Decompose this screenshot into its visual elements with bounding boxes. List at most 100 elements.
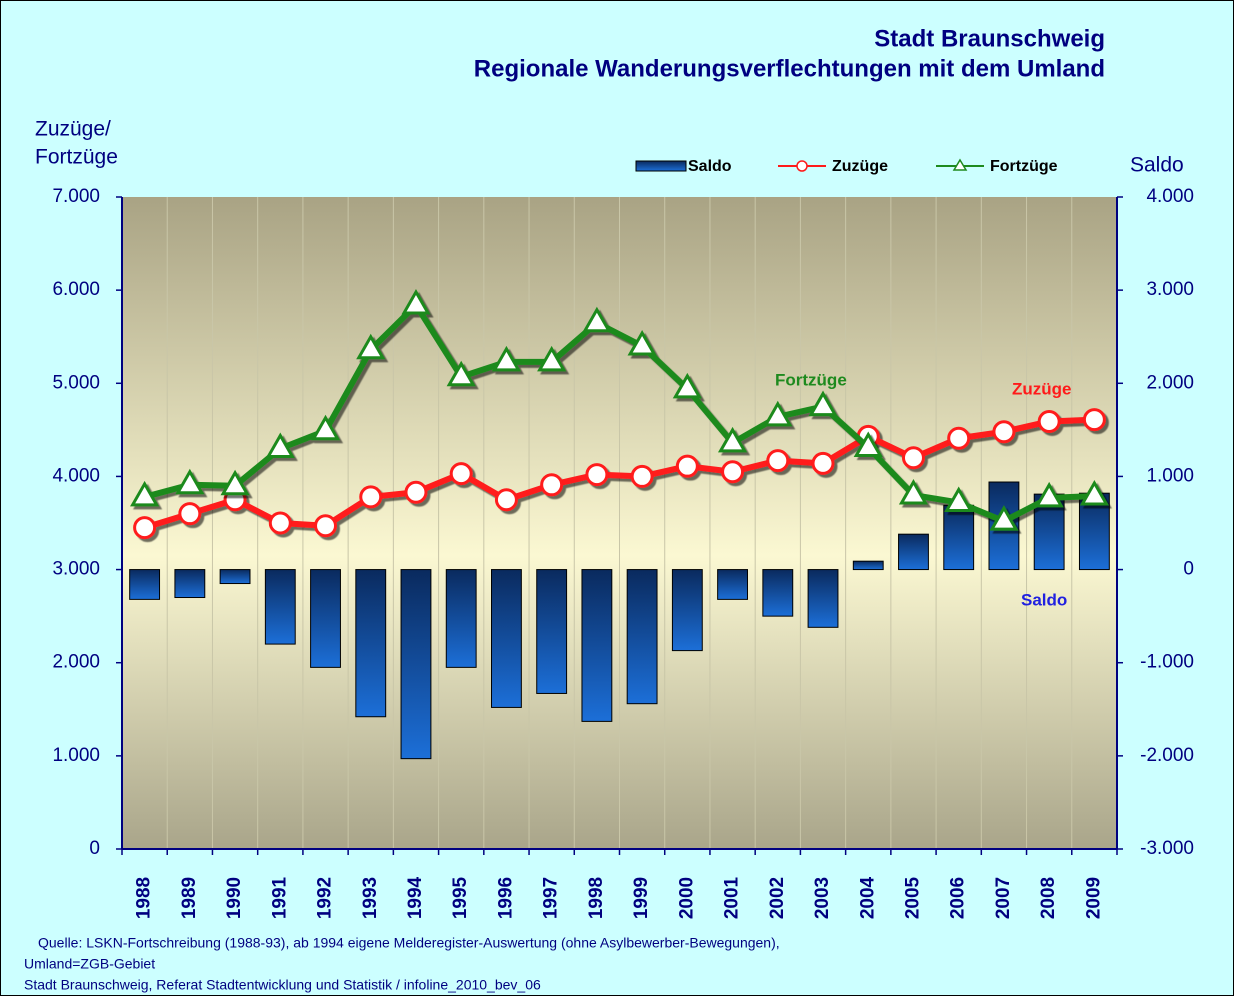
- marker: [627, 330, 657, 356]
- line: [143, 416, 1095, 531]
- bar: [626, 569, 658, 705]
- marker: [220, 469, 250, 496]
- marker: [766, 449, 790, 473]
- x-tick-label: 1995: [450, 876, 471, 919]
- legend-swatch: [635, 160, 687, 172]
- legend-label: Saldo: [688, 158, 732, 175]
- legend-marker: [952, 158, 968, 171]
- y-tick-label: 5.000: [52, 372, 100, 393]
- x-tick-label: 2003: [812, 877, 833, 919]
- marker: [1037, 409, 1061, 433]
- annotation: Fortzüge: [775, 370, 847, 389]
- x-tick-label: 2002: [767, 877, 788, 919]
- marker: [585, 463, 609, 487]
- bar: [445, 569, 477, 668]
- marker: [133, 516, 157, 540]
- bar: [807, 569, 839, 628]
- source-note: Umland=ZGB-Gebiet: [24, 956, 155, 972]
- marker: [265, 432, 295, 458]
- x-tick-label: 1990: [224, 877, 245, 919]
- x-tick-label: 1999: [631, 877, 652, 919]
- series-group: [133, 408, 1106, 540]
- y2-tick-label: 1.000: [1146, 465, 1194, 486]
- marker: [989, 505, 1019, 531]
- marker: [356, 333, 386, 360]
- y-tick-label: 0: [89, 838, 100, 859]
- bar: [671, 569, 703, 652]
- y-tick-label: 2.000: [52, 652, 100, 673]
- marker: [898, 479, 929, 505]
- marker: [672, 372, 702, 399]
- series-group: [130, 289, 1109, 531]
- marker: [449, 462, 473, 486]
- y-tick-label: 6.000: [52, 279, 100, 300]
- bar: [174, 569, 206, 599]
- bar: [355, 569, 387, 718]
- y2-tick-label: 0: [1183, 559, 1194, 580]
- legend-marker: [796, 160, 808, 172]
- y2-tick-label: -1.000: [1140, 652, 1194, 673]
- marker: [1079, 479, 1109, 506]
- x-tick-label: 2008: [1038, 877, 1059, 919]
- y-tick-label: 7.000: [52, 186, 100, 207]
- bar: [310, 569, 341, 668]
- y-axis-label: Fortzüge: [35, 146, 118, 169]
- x-tick-label: 2005: [902, 876, 923, 919]
- bar: [898, 533, 929, 571]
- x-tick-label: 2006: [948, 877, 969, 919]
- marker: [947, 426, 971, 450]
- y-tick-label: 4.000: [52, 465, 100, 486]
- bar: [852, 560, 884, 571]
- x-tick-label: 1989: [179, 877, 200, 919]
- marker: [310, 414, 341, 441]
- bar: [400, 569, 432, 760]
- marker: [763, 400, 793, 427]
- marker: [811, 451, 835, 475]
- y2-tick-label: 4.000: [1146, 186, 1194, 207]
- x-tick-label: 2001: [722, 876, 743, 919]
- y-axis-label: Zuzüge/: [35, 118, 111, 141]
- chart-title: Stadt Braunschweig: [874, 25, 1105, 52]
- y2-tick-label: 2.000: [1146, 372, 1194, 393]
- x-tick-label: 1988: [134, 877, 155, 919]
- x-tick-label: 1998: [586, 877, 607, 919]
- bar: [762, 569, 794, 617]
- marker: [717, 426, 748, 453]
- marker: [359, 485, 383, 509]
- x-tick-label: 1993: [360, 877, 381, 919]
- bar: [264, 569, 296, 645]
- x-tick-label: 2000: [676, 877, 697, 919]
- x-tick-label: 1991: [269, 876, 290, 919]
- bar: [581, 569, 613, 722]
- legend-label: Zuzüge: [832, 158, 888, 175]
- bar: [943, 504, 975, 571]
- marker: [992, 420, 1016, 444]
- marker: [446, 360, 476, 387]
- y-tick-label: 1.000: [52, 745, 100, 766]
- line: [143, 302, 1095, 525]
- bar: [717, 569, 748, 600]
- marker: [401, 289, 431, 315]
- marker: [130, 480, 160, 507]
- marker: [944, 486, 974, 513]
- marker: [175, 468, 205, 495]
- bar: [219, 569, 251, 585]
- marker: [721, 460, 745, 484]
- x-tick-label: 1997: [541, 877, 562, 919]
- marker: [404, 480, 428, 504]
- bar: [129, 569, 161, 600]
- marker: [675, 454, 699, 478]
- marker: [178, 502, 202, 526]
- marker: [630, 464, 654, 488]
- marker: [268, 511, 292, 535]
- marker: [808, 390, 838, 417]
- marker: [1082, 408, 1106, 432]
- bar: [491, 569, 522, 708]
- bar: [536, 569, 568, 694]
- x-tick-label: 1996: [495, 877, 516, 919]
- y2-tick-label: -3.000: [1140, 838, 1194, 859]
- source-note: Stadt Braunschweig, Referat Stadtentwick…: [24, 977, 541, 993]
- source-note: Quelle: LSKN-Fortschreibung (1988-93), a…: [38, 935, 780, 951]
- marker: [901, 446, 925, 470]
